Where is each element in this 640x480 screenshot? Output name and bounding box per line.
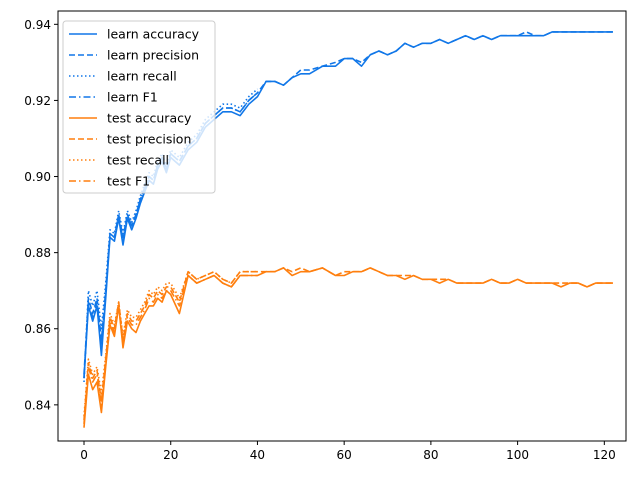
- legend-label: learn F1: [107, 90, 158, 105]
- series-line-test-precision: [83, 267, 613, 421]
- x-tick-label: 0: [80, 448, 88, 462]
- x-tick-label: 100: [506, 448, 529, 462]
- y-tick-label: 0.90: [24, 170, 51, 184]
- y-tick-label: 0.92: [24, 94, 51, 108]
- series-line-test-f1: [83, 274, 258, 424]
- y-tick-label: 0.84: [24, 398, 51, 412]
- x-tick-label: 60: [337, 448, 352, 462]
- plot-area-frame: [57, 10, 627, 442]
- legend-label: learn accuracy: [107, 27, 200, 42]
- y-axis: 0.84 0.86 0.88 0.90 0.92 0.94: [24, 18, 58, 412]
- y-tick-label: 0.88: [24, 246, 51, 260]
- y-tick-label: 0.86: [24, 322, 51, 336]
- x-tick-label: 120: [593, 448, 616, 462]
- y-tick-label: 0.94: [24, 18, 51, 32]
- x-tick-label: 20: [163, 448, 178, 462]
- x-tick-label: 80: [423, 448, 438, 462]
- legend-label: test recall: [107, 153, 169, 168]
- legend-box: [62, 20, 216, 194]
- legend-label: test precision: [107, 132, 191, 147]
- legend: learn accuracy learn precision learn recal…: [62, 20, 216, 194]
- legend-label: learn precision: [107, 48, 199, 63]
- x-axis: 0 20 40 60 80 100 120: [80, 441, 616, 462]
- legend-label: learn recall: [107, 69, 177, 84]
- legend-label: test accuracy: [107, 111, 192, 126]
- x-tick-label: 40: [250, 448, 265, 462]
- legend-label: test F1: [107, 174, 150, 189]
- series-line-test-recall: [83, 270, 258, 417]
